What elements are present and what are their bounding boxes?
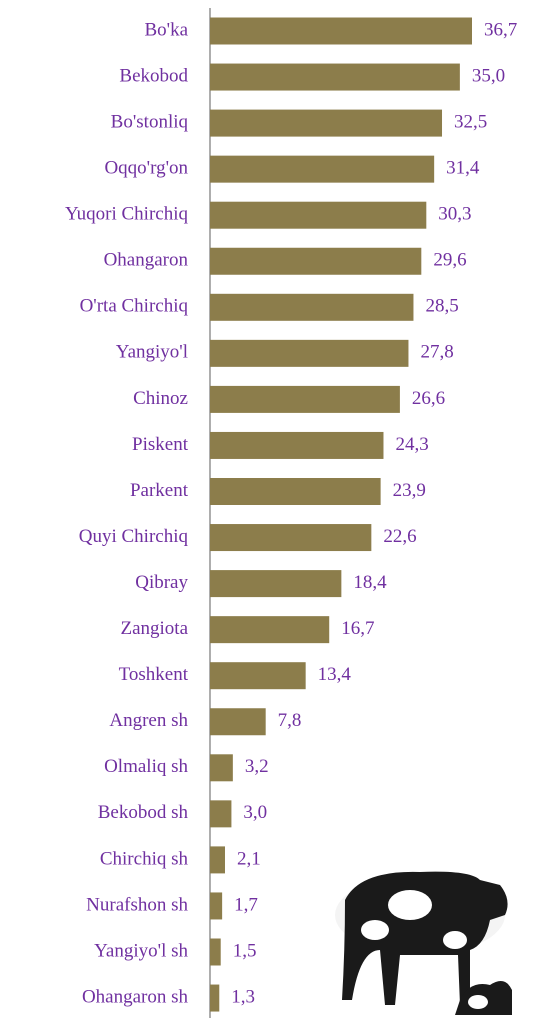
category-label: Qibray: [135, 572, 188, 593]
category-label: Nurafshon sh: [86, 894, 188, 915]
bar: [210, 800, 231, 827]
category-label: Bo'ka: [144, 19, 188, 40]
bar: [210, 754, 233, 781]
category-label: Parkent: [130, 480, 189, 501]
bar: [210, 985, 219, 1012]
bar: [210, 294, 413, 321]
bar: [210, 18, 472, 45]
category-label: Yangiyo'l: [116, 342, 188, 363]
category-label: Chinoz: [133, 388, 188, 409]
value-label: 35,0: [472, 65, 505, 86]
category-label: Ohangaron sh: [82, 986, 189, 1007]
bar: [210, 432, 383, 459]
bar: [210, 662, 306, 689]
category-label: Piskent: [132, 434, 189, 455]
bar: [210, 64, 460, 91]
bar: [210, 202, 426, 229]
value-label: 3,0: [243, 802, 267, 823]
bar: [210, 156, 434, 183]
value-label: 16,7: [341, 618, 374, 639]
bar: [210, 478, 381, 505]
chart: Bo'ka 36,7 Bekobod 35,0 Bo'stonliq 32,5 Oqqo'r…: [0, 0, 535, 1020]
value-label: 13,4: [318, 664, 352, 685]
value-label: 18,4: [353, 572, 387, 593]
bar: [210, 110, 442, 137]
value-label: 1,3: [231, 986, 255, 1007]
bar: [210, 248, 421, 275]
value-label: 31,4: [446, 158, 480, 179]
category-label: Oqqo'rg'on: [104, 158, 188, 179]
bar: [210, 340, 408, 367]
category-label: Yangiyo'l sh: [94, 940, 188, 961]
bar: [210, 708, 266, 735]
value-label: 26,6: [412, 388, 445, 409]
bar: [210, 570, 341, 597]
value-label: 3,2: [245, 756, 269, 777]
category-label: Olmaliq sh: [104, 756, 188, 777]
category-label: Zangiota: [120, 618, 188, 639]
value-label: 1,7: [234, 894, 258, 915]
value-label: 2,1: [237, 848, 261, 869]
value-label: 23,9: [393, 480, 426, 501]
value-label: 30,3: [438, 204, 471, 225]
category-label: Bekobod: [119, 65, 188, 86]
bar: [210, 524, 371, 551]
value-label: 27,8: [420, 342, 453, 363]
value-label: 32,5: [454, 111, 487, 132]
category-label: Quyi Chirchiq: [79, 526, 189, 547]
category-label: Bekobod sh: [98, 802, 189, 823]
category-label: Bo'stonliq: [111, 111, 189, 132]
bar: [210, 892, 222, 919]
bar: [210, 386, 400, 413]
bar: [210, 939, 221, 966]
value-label: 7,8: [278, 710, 302, 731]
category-label: Ohangaron: [104, 250, 189, 271]
category-label: O'rta Chirchiq: [80, 296, 189, 317]
value-label: 1,5: [233, 940, 257, 961]
category-label: Toshkent: [119, 664, 189, 685]
bar: [210, 846, 225, 873]
value-label: 28,5: [425, 296, 458, 317]
category-label: Angren sh: [109, 710, 188, 731]
bar: [210, 616, 329, 643]
value-label: 24,3: [395, 434, 428, 455]
value-label: 36,7: [484, 19, 517, 40]
value-label: 22,6: [383, 526, 416, 547]
value-label: 29,6: [433, 250, 466, 271]
category-label: Chirchiq sh: [100, 848, 189, 869]
cow-illustration: [335, 872, 512, 1015]
category-label: Yuqori Chirchiq: [65, 204, 188, 225]
